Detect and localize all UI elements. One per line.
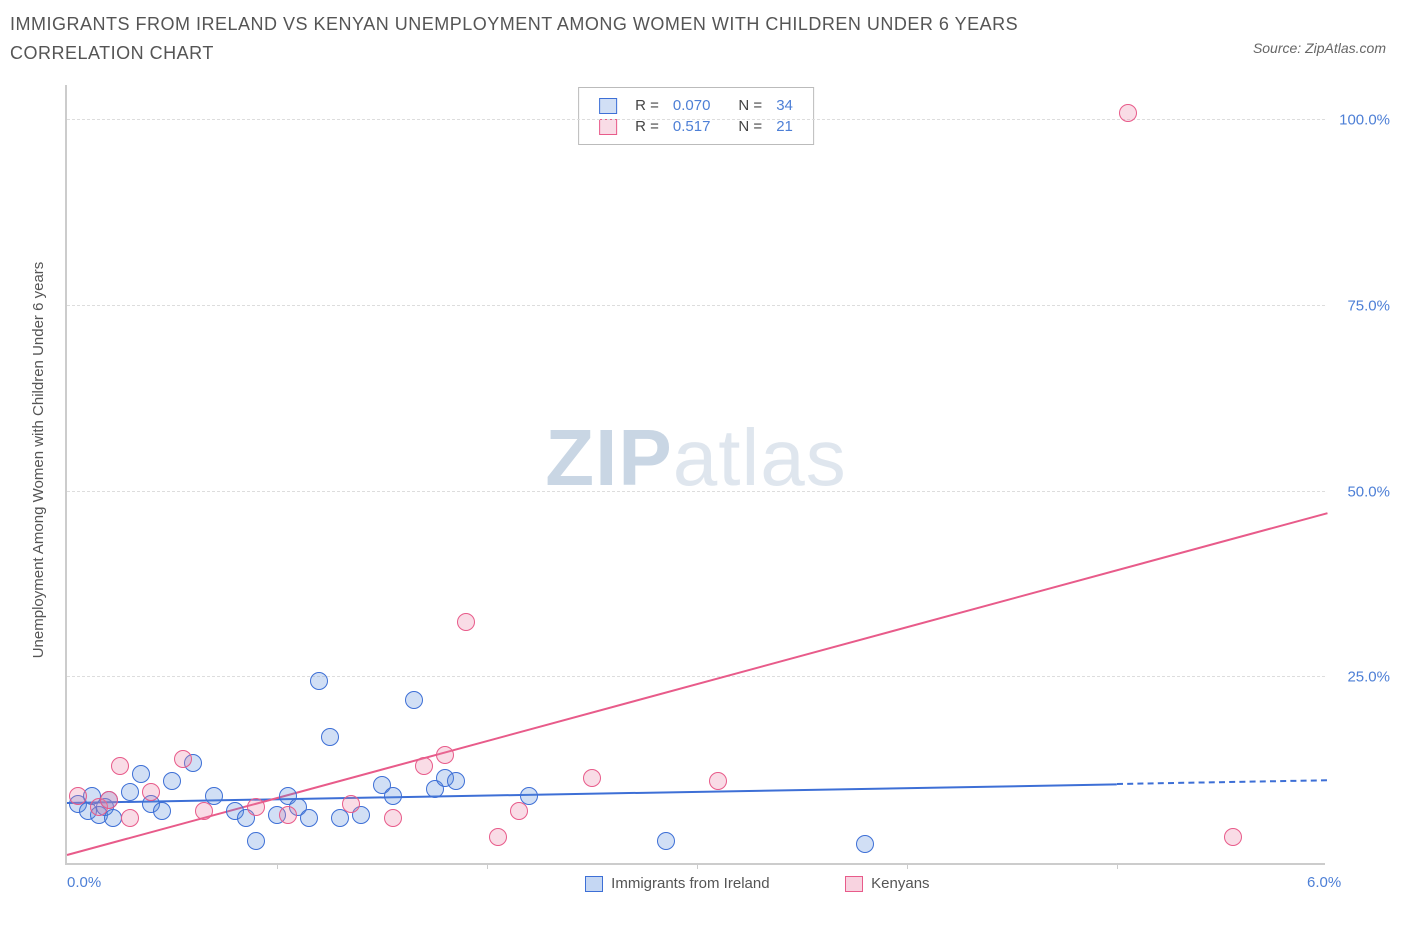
data-point bbox=[132, 765, 150, 783]
chart-container: IMMIGRANTS FROM IRELAND VS KENYAN UNEMPL… bbox=[10, 10, 1396, 920]
data-point bbox=[310, 672, 328, 690]
y-tick-label: 75.0% bbox=[1347, 297, 1390, 314]
data-point bbox=[457, 613, 475, 631]
legend-swatch bbox=[599, 119, 617, 135]
legend-swatch bbox=[845, 876, 863, 892]
legend-n-value: 34 bbox=[770, 96, 799, 115]
data-point bbox=[111, 757, 129, 775]
y-axis-label: Unemployment Among Women with Children U… bbox=[30, 262, 47, 659]
watermark-atlas: atlas bbox=[673, 413, 847, 502]
data-point bbox=[856, 835, 874, 853]
data-point bbox=[121, 783, 139, 801]
data-point bbox=[1119, 104, 1137, 122]
legend-row: R =0.070 N =34 bbox=[593, 96, 799, 115]
data-point bbox=[121, 809, 139, 827]
y-tick-label: 100.0% bbox=[1339, 112, 1390, 129]
data-point bbox=[436, 746, 454, 764]
legend-series: Kenyans bbox=[845, 875, 930, 892]
gridline bbox=[67, 305, 1325, 306]
legend-series-label: Immigrants from Ireland bbox=[611, 875, 769, 892]
y-tick-label: 50.0% bbox=[1347, 483, 1390, 500]
trendline bbox=[1117, 779, 1327, 785]
plot-area: ZIPatlas R =0.070N =34R =0.517N =21 25.0… bbox=[65, 85, 1325, 865]
data-point bbox=[510, 802, 528, 820]
legend-series: Immigrants from Ireland bbox=[585, 875, 770, 892]
data-point bbox=[384, 787, 402, 805]
data-point bbox=[447, 772, 465, 790]
data-point bbox=[657, 832, 675, 850]
legend-r-label: R = bbox=[629, 96, 665, 115]
legend-n-label: N = bbox=[732, 96, 768, 115]
legend-swatch bbox=[599, 98, 617, 114]
legend-r-value: 0.070 bbox=[667, 96, 717, 115]
x-tick bbox=[1117, 863, 1118, 869]
data-point bbox=[163, 772, 181, 790]
data-point bbox=[279, 806, 297, 824]
data-point bbox=[331, 809, 349, 827]
legend-swatch bbox=[585, 876, 603, 892]
x-tick-label: 0.0% bbox=[67, 874, 101, 891]
data-point bbox=[195, 802, 213, 820]
data-point bbox=[405, 691, 423, 709]
data-point bbox=[709, 772, 727, 790]
data-point bbox=[583, 769, 601, 787]
x-tick bbox=[907, 863, 908, 869]
legend-correlation: R =0.070N =34R =0.517N =21 bbox=[578, 87, 814, 145]
x-tick-label: 6.0% bbox=[1307, 874, 1341, 891]
data-point bbox=[342, 795, 360, 813]
x-tick bbox=[697, 863, 698, 869]
data-point bbox=[384, 809, 402, 827]
data-point bbox=[153, 802, 171, 820]
data-point bbox=[142, 783, 160, 801]
x-tick bbox=[277, 863, 278, 869]
watermark-zip: ZIP bbox=[545, 413, 672, 502]
data-point bbox=[247, 798, 265, 816]
data-point bbox=[415, 757, 433, 775]
data-point bbox=[69, 787, 87, 805]
data-point bbox=[104, 809, 122, 827]
data-point bbox=[321, 728, 339, 746]
chart-title: IMMIGRANTS FROM IRELAND VS KENYAN UNEMPL… bbox=[10, 10, 1110, 68]
data-point bbox=[174, 750, 192, 768]
source-label: Source: ZipAtlas.com bbox=[1253, 40, 1386, 56]
data-point bbox=[100, 791, 118, 809]
data-point bbox=[489, 828, 507, 846]
gridline bbox=[67, 676, 1325, 677]
legend-series-label: Kenyans bbox=[871, 875, 929, 892]
y-tick-label: 25.0% bbox=[1347, 669, 1390, 686]
data-point bbox=[1224, 828, 1242, 846]
gridline bbox=[67, 491, 1325, 492]
gridline bbox=[67, 119, 1325, 120]
x-tick bbox=[487, 863, 488, 869]
data-point bbox=[247, 832, 265, 850]
data-point bbox=[300, 809, 318, 827]
